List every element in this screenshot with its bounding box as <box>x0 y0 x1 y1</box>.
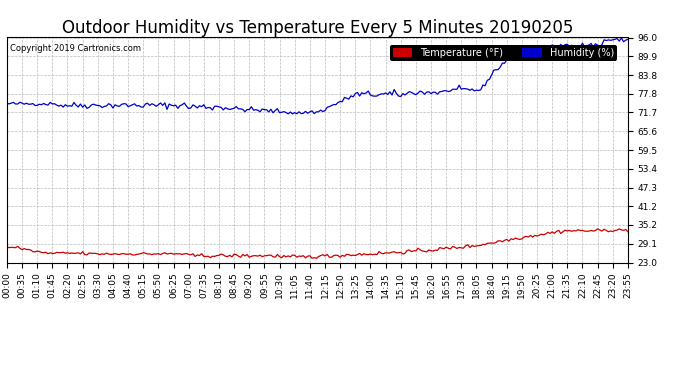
Title: Outdoor Humidity vs Temperature Every 5 Minutes 20190205: Outdoor Humidity vs Temperature Every 5 … <box>61 20 573 38</box>
Text: Copyright 2019 Cartronics.com: Copyright 2019 Cartronics.com <box>10 44 141 53</box>
Legend: Temperature (°F), Humidity (%): Temperature (°F), Humidity (%) <box>390 45 617 61</box>
